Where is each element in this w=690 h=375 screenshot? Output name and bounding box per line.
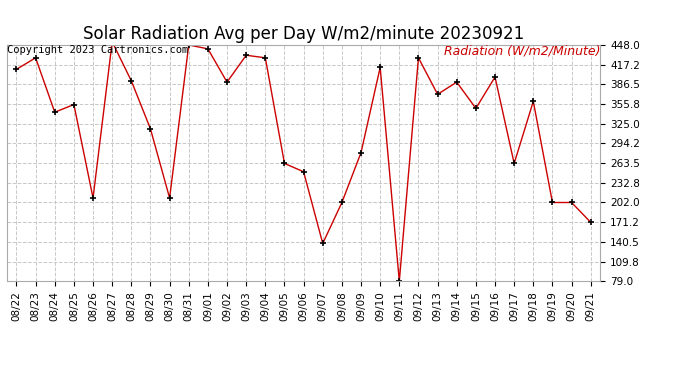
Text: Copyright 2023 Cartronics.com: Copyright 2023 Cartronics.com [7,45,188,55]
Text: Radiation (W/m2/Minute): Radiation (W/m2/Minute) [444,45,600,58]
Title: Solar Radiation Avg per Day W/m2/minute 20230921: Solar Radiation Avg per Day W/m2/minute … [83,26,524,44]
